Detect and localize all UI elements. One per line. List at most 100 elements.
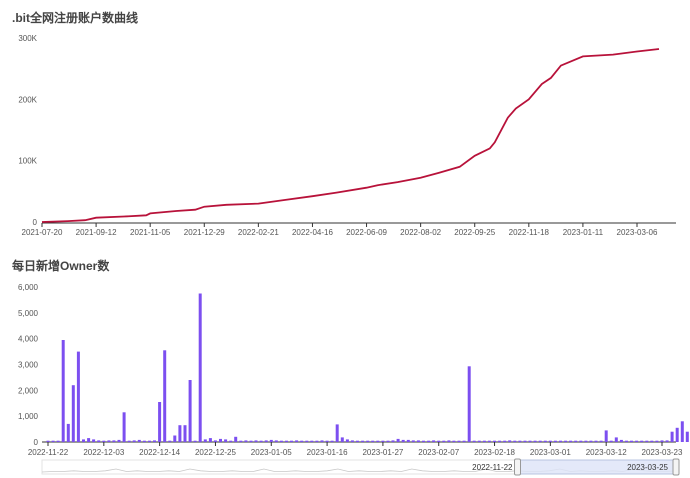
y-tick-label: 0 [33, 218, 38, 227]
zoom-end-handle[interactable] [672, 458, 680, 476]
x-tick-label: 2022-04-16 [292, 228, 333, 237]
bar [87, 438, 91, 442]
bar [396, 438, 400, 442]
bar [153, 440, 156, 442]
bar [132, 440, 136, 442]
x-tick-label: 2021-12-29 [184, 228, 225, 237]
bar [269, 439, 273, 442]
bar [274, 440, 278, 442]
x-tick-label: 2022-11-22 [28, 448, 69, 457]
y-tick-label: 2,000 [18, 386, 39, 395]
bar [452, 440, 456, 442]
bar [518, 440, 522, 442]
bar [685, 431, 689, 442]
bar [51, 440, 55, 442]
bar [579, 440, 583, 442]
bar [493, 440, 496, 442]
bar [498, 440, 502, 442]
bar [487, 440, 491, 442]
registered-accounts-line-chart: 0 100K 200K 300K 2021-07-20 2021-09-12 2021-11… [18, 34, 676, 237]
bar [203, 439, 207, 442]
bar [574, 440, 578, 442]
y-tick-label: 4,000 [18, 335, 39, 344]
y-tick-label: 6,000 [18, 283, 39, 292]
bar [102, 440, 106, 442]
bar [371, 440, 375, 442]
bar [229, 440, 233, 442]
zoom-start-handle[interactable] [514, 458, 521, 476]
y-tick-label: 1,000 [18, 412, 39, 421]
bar [224, 439, 228, 442]
bar [548, 440, 552, 442]
bar [198, 293, 202, 442]
y-tick-label: 0 [34, 438, 39, 447]
bar [285, 440, 288, 442]
y-tick-label: 100K [18, 157, 37, 166]
bar [619, 439, 623, 442]
y-tick-label: 3,000 [18, 361, 39, 370]
bar [650, 440, 654, 442]
bar [117, 439, 121, 442]
x-tick-label: 2023-02-07 [418, 448, 459, 457]
bar [584, 440, 588, 442]
bar [279, 440, 283, 442]
x-tick-label: 2023-03-06 [617, 228, 658, 237]
bar [391, 440, 395, 442]
bar [356, 440, 359, 442]
bar [320, 440, 324, 442]
bar [401, 439, 405, 442]
bar [137, 439, 141, 442]
bar [559, 440, 562, 442]
bar [208, 438, 212, 442]
bar [630, 440, 633, 442]
bar [330, 440, 334, 442]
bar [472, 440, 476, 442]
chart-title-daily-new-owners: 每日新增Owner数 [12, 259, 110, 273]
bar [107, 440, 111, 442]
bar [564, 440, 568, 442]
bar [193, 440, 197, 442]
chart-title-registered-accounts: .bit全网注册账户数曲线 [12, 11, 138, 25]
x-tick-label: 2022-11-18 [509, 228, 550, 237]
zoom-start-label: 2022-11-22 [472, 463, 513, 472]
bar [432, 440, 436, 442]
bar [528, 440, 532, 442]
bar [569, 440, 573, 442]
x-tick-label: 2023-03-01 [530, 448, 571, 457]
bar [163, 350, 167, 442]
bar [142, 440, 146, 442]
bar [503, 440, 507, 442]
bar [416, 440, 420, 442]
x-tick-label: 2023-01-05 [251, 448, 292, 457]
bar [513, 440, 517, 442]
bar [56, 440, 60, 442]
bar [589, 440, 593, 442]
bar [350, 440, 354, 442]
bar [213, 440, 217, 442]
bar [376, 440, 380, 442]
bar [92, 439, 96, 442]
x-tick-label: 2023-03-23 [642, 448, 683, 457]
bar [300, 440, 304, 442]
bar [680, 421, 684, 442]
x-tick-label: 2021-11-05 [130, 228, 171, 237]
x-tick-label: 2021-07-20 [22, 228, 63, 237]
bar [264, 440, 268, 442]
bar [127, 440, 131, 442]
bar [219, 438, 222, 442]
bar [508, 440, 512, 442]
bar [625, 440, 628, 442]
bar [61, 340, 65, 442]
bar [411, 440, 415, 442]
bar [609, 440, 613, 442]
bar [173, 435, 177, 442]
bar [254, 440, 258, 442]
x-tick-label: 2021-09-12 [76, 228, 117, 237]
x-tick-label: 2022-09-25 [454, 228, 495, 237]
bar [361, 440, 365, 442]
bar [46, 440, 50, 442]
bar [112, 440, 116, 442]
bar [239, 440, 243, 442]
bar [310, 440, 314, 442]
bar [335, 424, 339, 442]
